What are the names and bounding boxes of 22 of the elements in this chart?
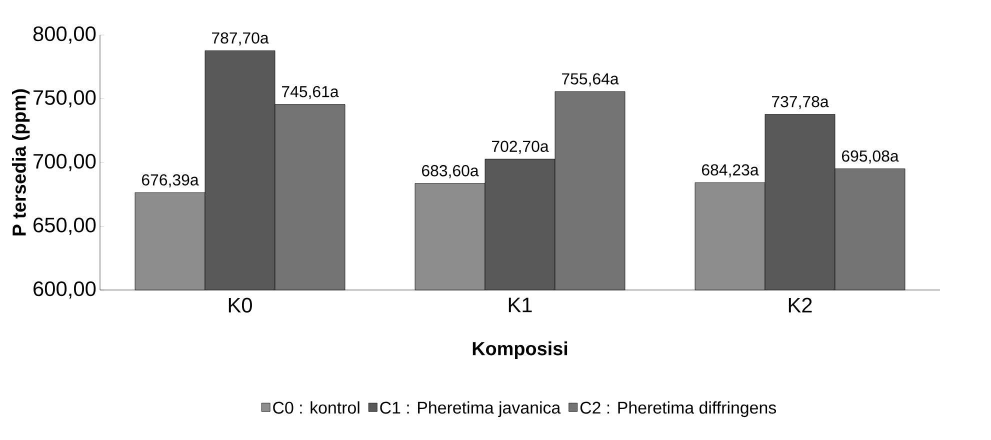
y-tick-label: 750,00 — [34, 90, 96, 108]
x-tick-label: K2 — [788, 298, 812, 312]
x-axis-title: Komposisi — [472, 341, 568, 360]
data-label: 787,70a — [212, 32, 269, 46]
data-label: 755,64a — [562, 73, 619, 86]
data-label: 695,08a — [842, 150, 899, 164]
y-tick-label: 650,00 — [34, 218, 96, 235]
legend-label: C0 : kontrol — [273, 401, 360, 414]
y-tick-label: 700,00 — [34, 154, 96, 172]
x-tick-label: K1 — [508, 298, 532, 312]
data-label: 684,23a — [702, 164, 759, 178]
data-label: 683,60a — [422, 165, 479, 178]
y-tick-label: 800,00 — [33, 26, 96, 44]
data-label: 676,39a — [142, 174, 199, 188]
legend-label: C2 : Pheretima diffringens — [580, 401, 776, 418]
legend-label: C1 : Pheretima javanica — [380, 401, 561, 418]
data-label: 737,78a — [772, 96, 829, 110]
data-label: 745,61a — [282, 86, 339, 100]
y-axis-title: P tersedia (ppm) — [12, 89, 30, 236]
data-label: 702,70a — [492, 140, 549, 154]
x-tick-label: K0 — [228, 298, 252, 313]
y-tick-label: 600,00 — [34, 281, 96, 299]
